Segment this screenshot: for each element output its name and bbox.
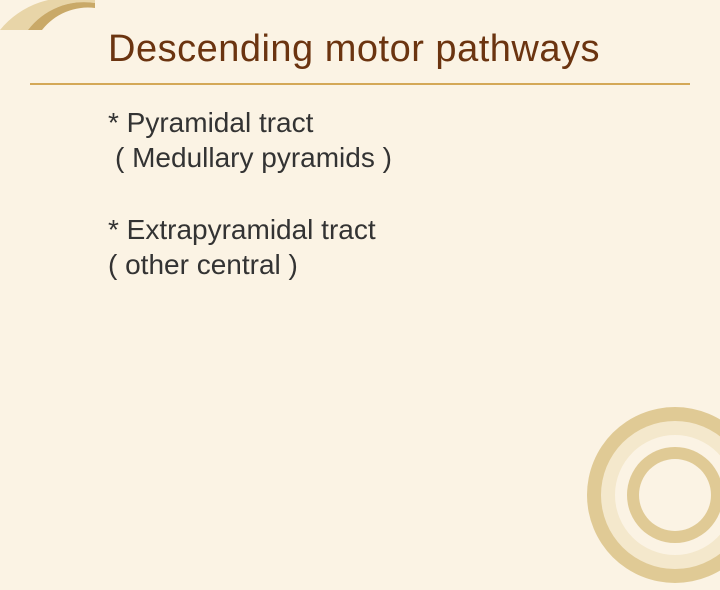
ring-decoration — [585, 405, 720, 585]
title-underline — [30, 83, 690, 85]
body-line-1: * Pyramidal tract — [108, 105, 313, 140]
corner-arc-decoration — [0, 0, 95, 30]
body-line-2: ( Medullary pyramids ) — [115, 140, 392, 175]
body-line-4: ( other central ) — [108, 247, 298, 282]
slide-title: Descending motor pathways — [108, 28, 600, 71]
body-line-3: * Extrapyramidal tract — [108, 212, 376, 247]
